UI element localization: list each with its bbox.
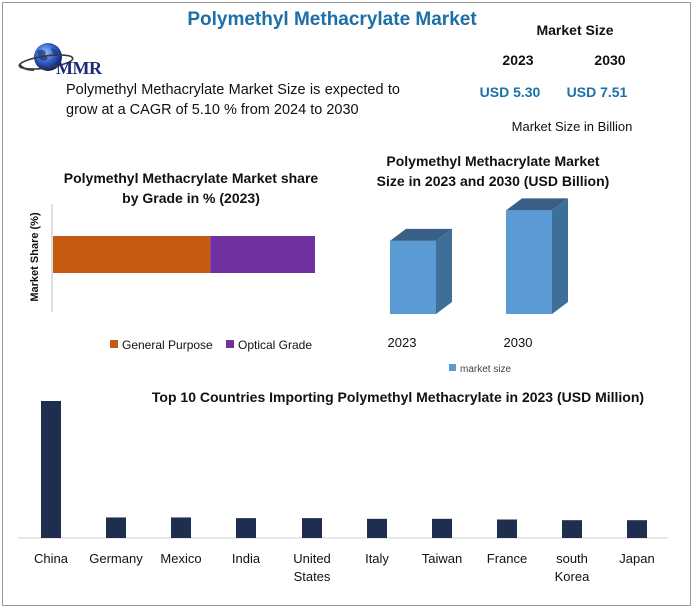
market-size-year-2030: 2030 — [594, 52, 626, 68]
size-bar-2023 — [390, 240, 436, 314]
importer-bar-mexico — [171, 517, 191, 538]
share-chart-title-line-2: by Grade in % (2023) — [122, 190, 260, 206]
importer-label-germany: Germany — [89, 551, 143, 566]
page-title: Polymethyl Methacrylate Market — [187, 9, 477, 30]
share-chart-ylabel: Market Share (%) — [29, 212, 41, 302]
size-bar-top-2030 — [506, 198, 568, 211]
importer-label-united-states: United — [293, 551, 331, 566]
share-chart-legend: General Purpose Optical Grade — [110, 338, 312, 352]
importer-bar-united-states — [302, 518, 322, 538]
market-size-unit-note: Market Size in Billion — [511, 119, 633, 134]
share-by-grade-chart: Polymethyl Methacrylate Market share by … — [29, 170, 319, 352]
market-size-chart: Polymethyl Methacrylate Market Size in 2… — [377, 153, 610, 375]
globe-icon — [18, 43, 74, 71]
importer-bar-france — [497, 519, 517, 538]
importer-label-france: France — [487, 551, 527, 566]
importer-bar-south-korea — [562, 520, 582, 538]
size-chart-legend: market size — [449, 364, 512, 375]
size-bar-label-2030: 2030 — [504, 335, 533, 350]
importer-bar-germany — [106, 517, 126, 538]
importer-bar-china — [41, 401, 61, 538]
mmr-logo: MMR — [18, 40, 128, 82]
importer-bar-italy — [367, 518, 387, 538]
size-legend-swatch — [449, 364, 456, 371]
share-chart-bars — [53, 236, 315, 273]
market-summary-text: Polymethyl Methacrylate Market Size is e… — [66, 82, 400, 118]
market-size-value-2030: USD 7.51 — [566, 84, 628, 100]
importer-bar-india — [236, 518, 256, 538]
share-bar-optical-grade — [210, 236, 315, 273]
importer-label-south-korea: south — [556, 551, 588, 566]
top-importers-chart: Top 10 Countries Importing Polymethyl Me… — [18, 389, 668, 584]
importer-bar-japan — [627, 520, 647, 538]
size-bar-side-2030 — [552, 198, 568, 314]
legend-label-0: General Purpose — [122, 338, 213, 352]
size-bar-2030 — [506, 210, 552, 314]
size-bar-label-2023: 2023 — [388, 335, 417, 350]
importer-label-south-korea: Korea — [555, 569, 590, 584]
legend-swatch-1 — [226, 340, 234, 348]
share-chart-title-line-1: Polymethyl Methacrylate Market share — [64, 170, 319, 186]
importer-label-taiwan: Taiwan — [422, 551, 462, 566]
importer-label-italy: Italy — [365, 551, 389, 566]
importers-chart-bars — [41, 401, 647, 538]
legend-label-1: Optical Grade — [238, 338, 312, 352]
importer-label-japan: Japan — [619, 551, 654, 566]
logo-text: MMR — [56, 58, 102, 78]
size-bar-top-2023 — [390, 228, 452, 241]
importer-label-india: India — [232, 551, 261, 566]
market-size-value-2023: USD 5.30 — [479, 84, 541, 100]
importer-bar-taiwan — [432, 518, 452, 538]
size-bar-side-2023 — [436, 228, 452, 314]
importers-chart-title: Top 10 Countries Importing Polymethyl Me… — [152, 389, 644, 405]
size-chart-title-line-2: Size in 2023 and 2030 (USD Billion) — [377, 173, 610, 189]
share-bar-general-purpose — [53, 236, 211, 273]
market-size-heading: Market Size — [536, 22, 614, 38]
legend-swatch-0 — [110, 340, 118, 348]
importer-label-united-states: States — [294, 569, 331, 584]
market-size-year-2023: 2023 — [502, 52, 534, 68]
importer-label-china: China — [34, 551, 69, 566]
size-chart-title-line-1: Polymethyl Methacrylate Market — [386, 153, 600, 169]
size-chart-bars: 2023 2030 — [388, 198, 568, 350]
importers-chart-labels: China Germany Mexico India United States Italy… — [34, 551, 655, 584]
importer-label-mexico: Mexico — [160, 551, 201, 566]
size-legend-label: market size — [460, 364, 512, 375]
